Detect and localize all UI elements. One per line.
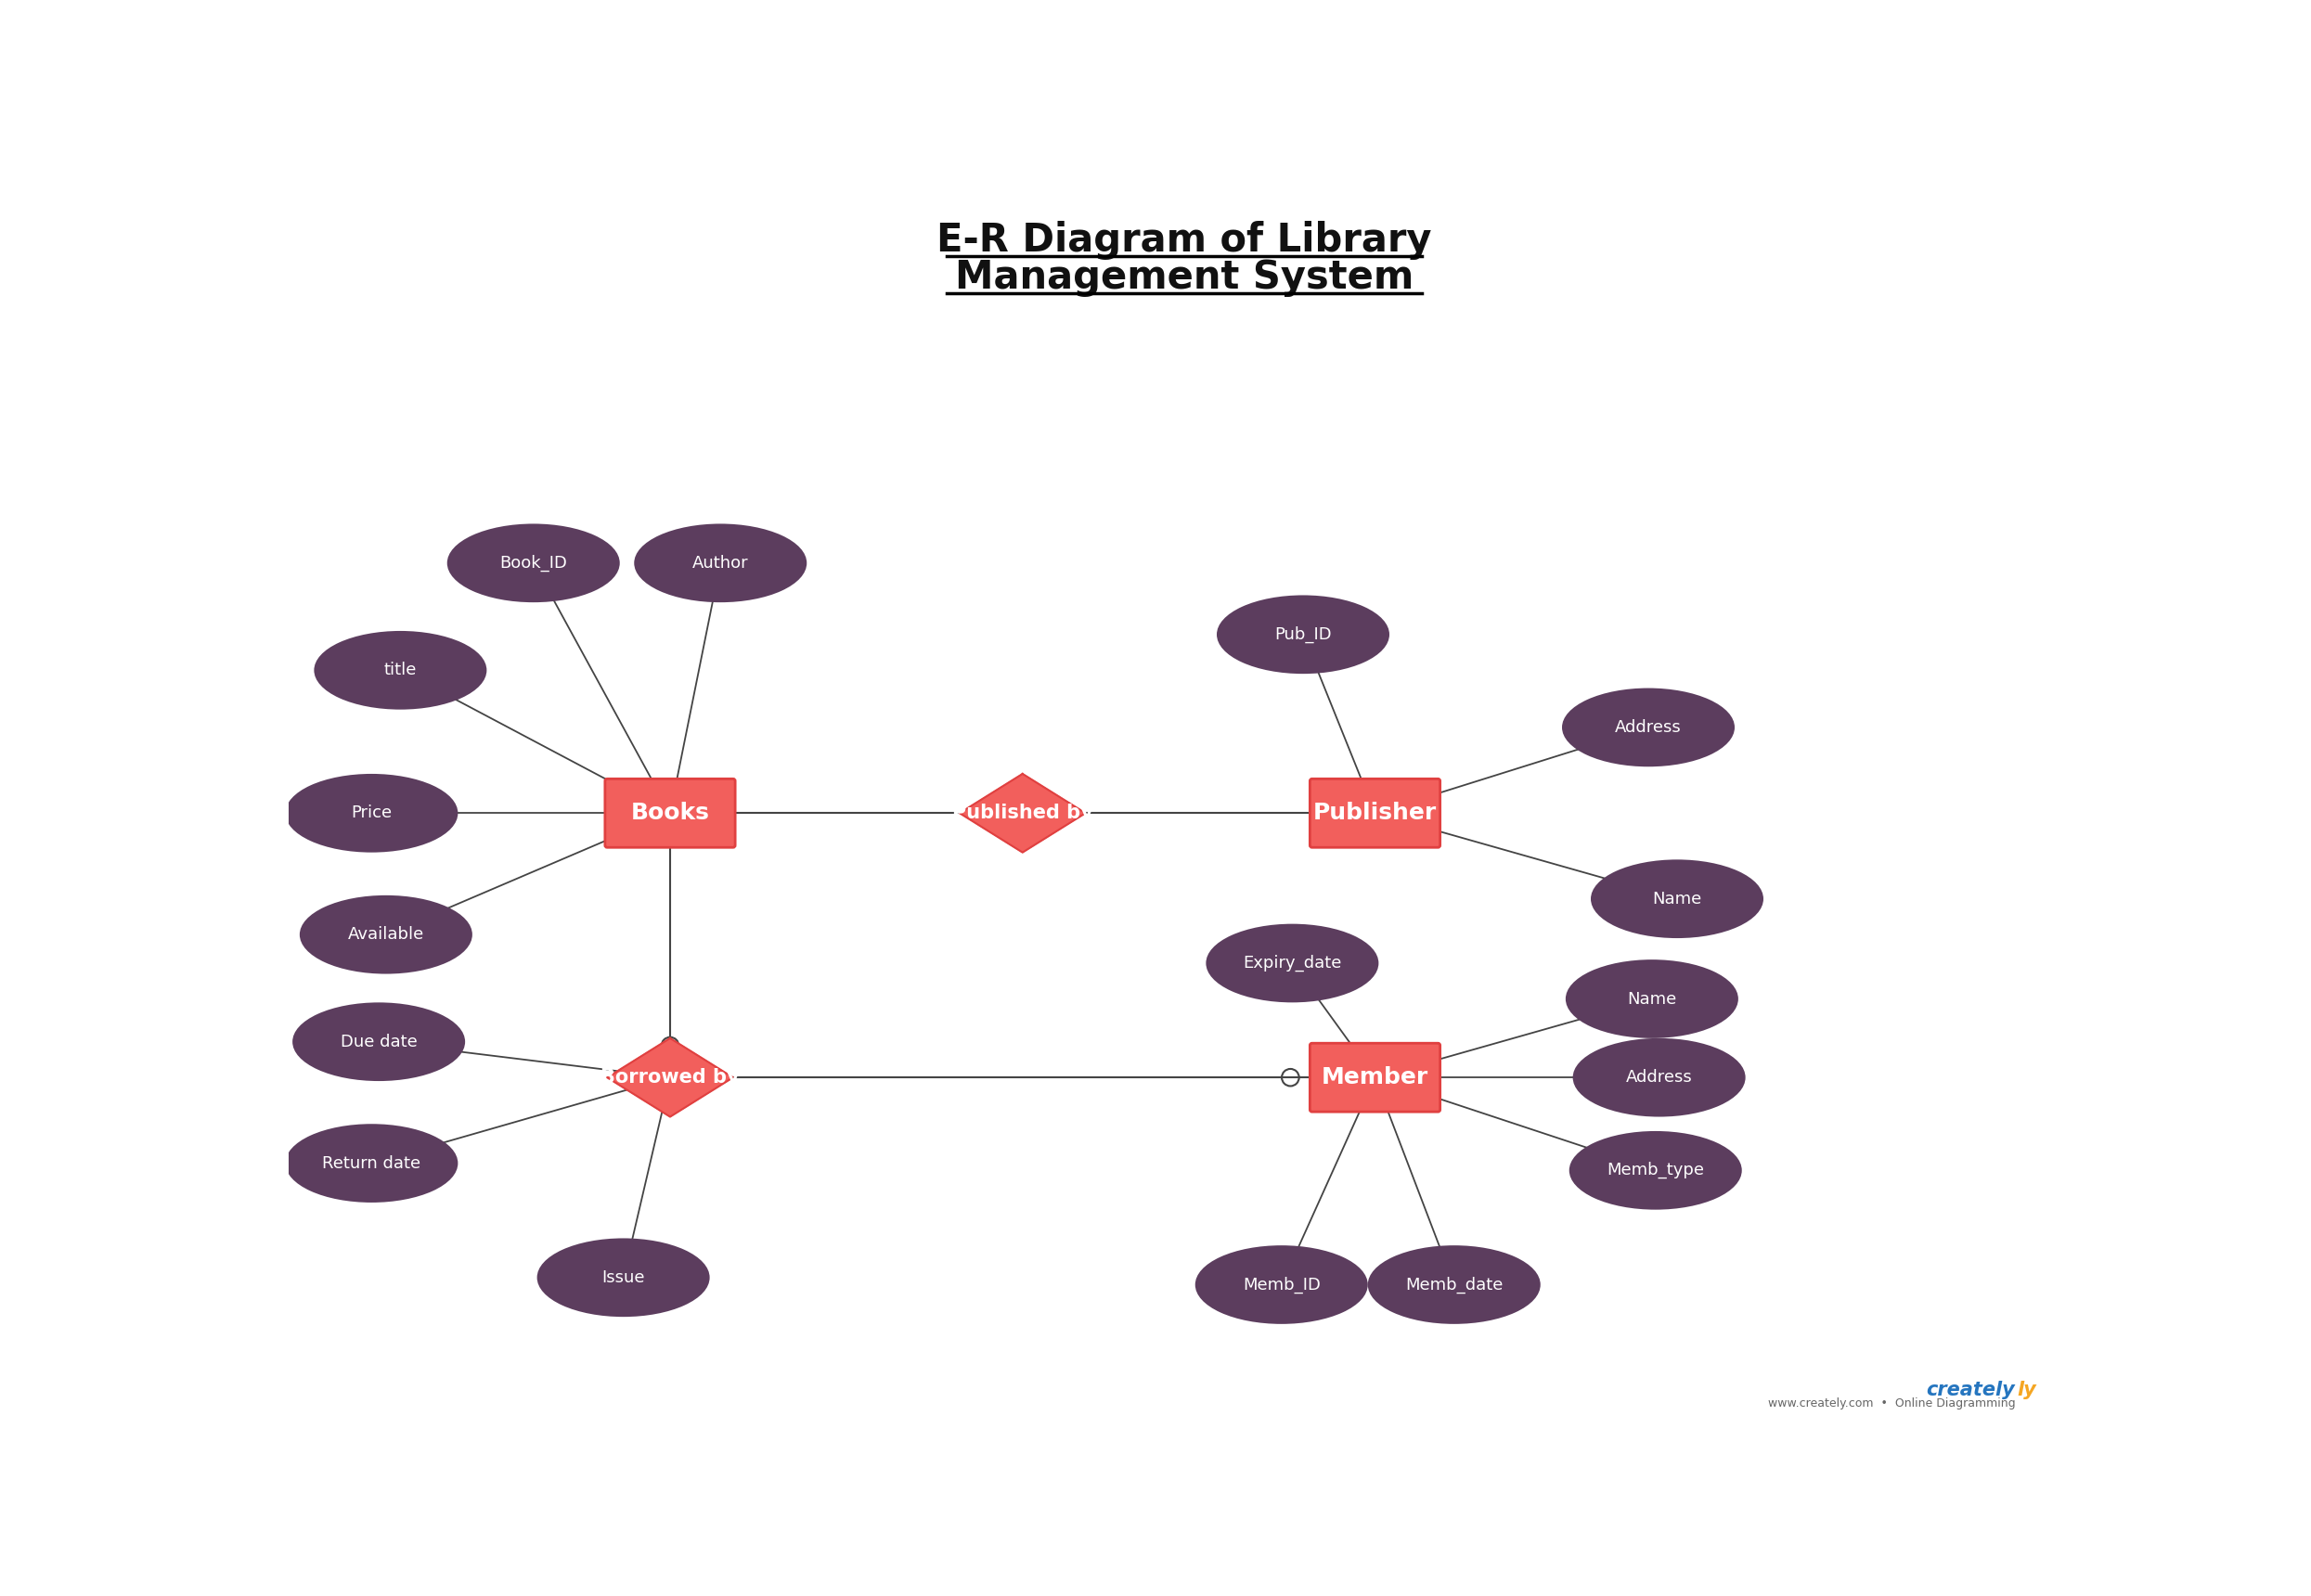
Ellipse shape xyxy=(284,774,458,852)
Text: Available: Available xyxy=(349,926,425,943)
Text: Member: Member xyxy=(1322,1066,1428,1088)
Ellipse shape xyxy=(314,630,488,710)
Text: Name: Name xyxy=(1652,891,1701,907)
FancyBboxPatch shape xyxy=(605,779,735,847)
Ellipse shape xyxy=(1590,860,1763,938)
Text: Published by: Published by xyxy=(952,804,1093,822)
Text: Memb_date: Memb_date xyxy=(1405,1277,1502,1293)
Text: Address: Address xyxy=(1615,720,1682,736)
Text: Publisher: Publisher xyxy=(1313,801,1437,824)
Ellipse shape xyxy=(1562,688,1736,766)
FancyBboxPatch shape xyxy=(1310,1044,1440,1112)
Ellipse shape xyxy=(446,523,619,602)
FancyBboxPatch shape xyxy=(1310,779,1440,847)
Polygon shape xyxy=(608,1037,733,1117)
Text: E-R Diagram of Library: E-R Diagram of Library xyxy=(936,220,1433,260)
Ellipse shape xyxy=(293,1002,465,1080)
Text: creately: creately xyxy=(1927,1381,2015,1400)
Text: Pub_ID: Pub_ID xyxy=(1273,626,1331,643)
Polygon shape xyxy=(959,774,1086,852)
Text: Issue: Issue xyxy=(601,1269,645,1286)
Text: Author: Author xyxy=(693,555,749,571)
Text: Borrowed by: Borrowed by xyxy=(601,1068,740,1087)
Ellipse shape xyxy=(1574,1037,1745,1117)
Text: Book_ID: Book_ID xyxy=(499,554,566,571)
Ellipse shape xyxy=(1565,959,1738,1037)
Ellipse shape xyxy=(633,523,807,602)
Text: Memb_type: Memb_type xyxy=(1606,1162,1703,1179)
Text: Name: Name xyxy=(1627,991,1678,1007)
Text: title: title xyxy=(384,662,416,678)
Text: Address: Address xyxy=(1627,1069,1692,1085)
Text: Return date: Return date xyxy=(321,1156,421,1171)
Ellipse shape xyxy=(1368,1245,1541,1325)
Ellipse shape xyxy=(1206,924,1380,1002)
Ellipse shape xyxy=(1195,1245,1368,1325)
Ellipse shape xyxy=(536,1238,709,1317)
Text: Due date: Due date xyxy=(340,1034,418,1050)
Ellipse shape xyxy=(1569,1132,1742,1210)
Ellipse shape xyxy=(300,895,471,974)
Text: ly: ly xyxy=(2018,1381,2036,1400)
Text: Management System: Management System xyxy=(954,259,1414,297)
Ellipse shape xyxy=(284,1124,458,1202)
Text: Price: Price xyxy=(351,804,393,822)
Text: Memb_ID: Memb_ID xyxy=(1243,1277,1320,1293)
Ellipse shape xyxy=(1218,595,1389,674)
Text: Books: Books xyxy=(631,801,709,824)
Text: Expiry_date: Expiry_date xyxy=(1243,954,1343,972)
Text: www.creately.com  •  Online Diagramming: www.creately.com • Online Diagramming xyxy=(1768,1398,2015,1409)
